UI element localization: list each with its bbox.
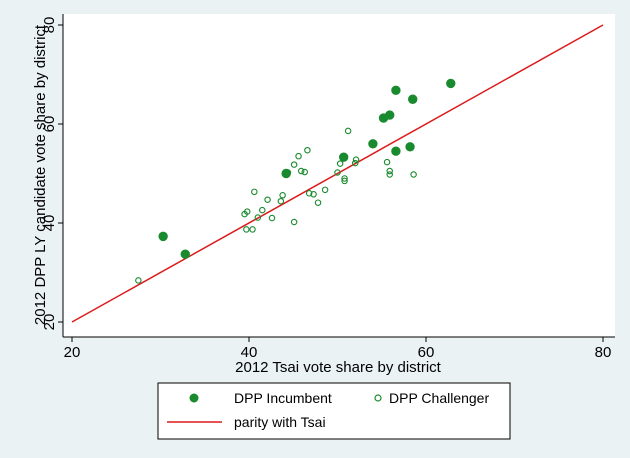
challenger-point (249, 226, 256, 233)
challenger-point (251, 188, 258, 196)
legend-marker-challenger (374, 394, 382, 402)
y-tick-label: 20 (41, 314, 58, 331)
plot-area (63, 14, 615, 337)
incumbent-point (180, 249, 190, 259)
challenger-point (410, 171, 417, 178)
incumbent-point (391, 146, 401, 156)
x-tick-label: 80 (595, 344, 612, 361)
challenger-point (314, 199, 322, 206)
legend-box (157, 382, 511, 440)
incumbent-point (368, 139, 378, 149)
challenger-point (310, 191, 317, 198)
challenger-point (135, 277, 142, 284)
challenger-point (268, 214, 276, 222)
legend-label-challenger: DPP Challenger (389, 390, 489, 406)
challenger-point (386, 171, 393, 178)
incumbent-point (158, 231, 168, 242)
incumbent-point (281, 168, 291, 179)
challenger-point (243, 226, 250, 233)
challenger-point (290, 218, 298, 226)
challenger-point (277, 197, 285, 205)
challenger-point (279, 192, 286, 199)
challenger-point (295, 152, 302, 160)
challenger-point (243, 208, 251, 215)
challenger-point (297, 167, 305, 175)
challenger-point (341, 175, 348, 182)
challenger-point (254, 214, 262, 221)
parity-line (71, 24, 604, 323)
challenger-point (301, 168, 309, 176)
challenger-point (386, 167, 393, 175)
y-tick-label: 40 (41, 215, 58, 232)
challenger-point (341, 177, 348, 185)
challenger-point (352, 156, 360, 163)
incumbent-point (446, 78, 456, 89)
challenger-point (383, 158, 391, 166)
legend: DPP Incumbent DPP Challenger parity with… (157, 382, 511, 440)
challenger-point (351, 159, 359, 167)
challenger-point (334, 169, 341, 176)
legend-label-parity: parity with Tsai (234, 414, 326, 430)
incumbent-point (338, 152, 349, 162)
challenger-point (305, 190, 313, 197)
incumbent-point (408, 94, 418, 104)
incumbent-point (405, 142, 415, 152)
incumbent-point (391, 85, 401, 96)
incumbent-point (385, 110, 395, 120)
y-tick-label: 80 (41, 17, 58, 34)
challenger-point (290, 161, 298, 168)
legend-label-incumbent: DPP Incumbent (234, 390, 332, 406)
y-tick-label: 60 (41, 116, 58, 133)
challenger-point (321, 186, 329, 194)
challenger-point (304, 146, 311, 154)
challenger-point (259, 206, 266, 214)
x-tick-label: 40 (241, 344, 258, 361)
x-axis-title: 2012 Tsai vote share by district (235, 359, 441, 376)
challenger-point (344, 127, 352, 135)
x-tick-label: 60 (418, 344, 435, 361)
challenger-point (336, 160, 344, 167)
challenger-point (264, 196, 271, 203)
y-axis-title: 2012 DPP LY candidate vote share by dist… (32, 24, 49, 325)
x-tick-label: 20 (64, 344, 81, 361)
legend-marker-incumbent (189, 393, 199, 403)
